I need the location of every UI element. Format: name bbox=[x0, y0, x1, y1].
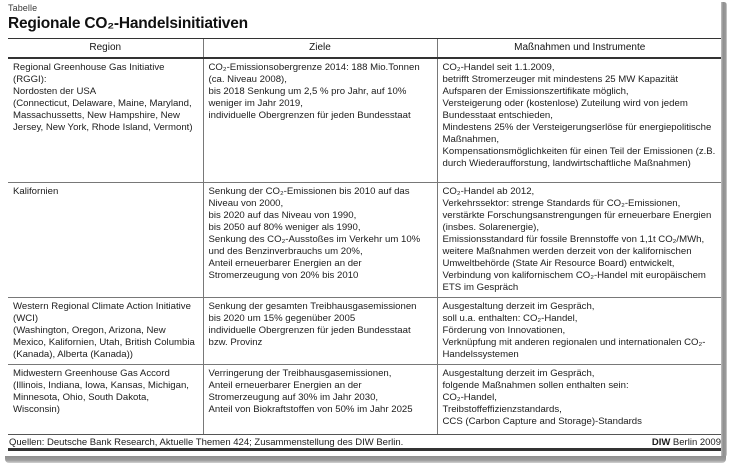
cell-massnahmen: Ausgestaltung derzeit im Gespräch, folgen… bbox=[436, 363, 722, 435]
cell-line: Anteil von Biokraftstoffen von 50% im Ja… bbox=[208, 403, 413, 415]
table-header: Region Ziele Maßnahmen und Instrumente bbox=[8, 38, 722, 59]
page-title: Regionale CO₂-Handelsinitiativen bbox=[8, 15, 248, 32]
cell-line: Western Regional Climate Action Initiati… bbox=[13, 300, 191, 324]
cell-line: Ausgestaltung derzeit im Gespräch, bbox=[442, 300, 595, 312]
cell-line: Midwestern Greenhouse Gas Accord bbox=[13, 367, 170, 379]
cell-line: Senkung der CO₂-Emissionen bis 2010 auf … bbox=[208, 185, 410, 209]
cell-ziele: Verringerung der Treibhausgasemissionen,… bbox=[202, 363, 437, 435]
cell-line: Treibstoffeffizienzstandards, bbox=[442, 403, 562, 415]
cell-region: Western Regional Climate Action Initiati… bbox=[8, 296, 203, 364]
credit-diw: DIW bbox=[651, 437, 671, 448]
table-footer: Quellen: Deutsche Bank Research, Aktuell… bbox=[8, 433, 722, 451]
cell-line: bis 2020 auf das Niveau von 1990, bbox=[208, 209, 357, 221]
credit-year: Berlin 2009 bbox=[670, 437, 721, 448]
cell-line: Versteigerung oder (kostenlose) Zuteilun… bbox=[442, 98, 688, 121]
column-header-ziele: Ziele bbox=[202, 38, 437, 59]
cell-massnahmen: CO₂-Handel seit 1.1.2009, betrifft Strome… bbox=[436, 57, 722, 182]
cell-line: individuelle Obergrenzen für jeden Bunde… bbox=[208, 110, 411, 121]
table-row: Midwestern Greenhouse Gas Accord (Illinoi… bbox=[8, 363, 722, 435]
table-row: Regional Greenhouse Gas Initiative (RGGI… bbox=[8, 57, 722, 182]
cell-ziele: Senkung der CO₂-Emissionen bis 2010 auf … bbox=[202, 181, 437, 297]
cell-massnahmen: CO₂-Handel ab 2012, Verkehrssektor: stren… bbox=[436, 181, 722, 297]
cell-line: (Connecticut, Delaware, Maine, Maryland,… bbox=[13, 98, 193, 133]
table-body: Regional Greenhouse Gas Initiative (RGGI… bbox=[8, 57, 722, 435]
cell-line: weitere Maßnahmen werden derzeit von der… bbox=[442, 245, 692, 269]
cell-line: Kalifornien bbox=[13, 185, 59, 197]
co2-initiatives-table: Region Ziele Maßnahmen und Instrumente R… bbox=[8, 38, 722, 435]
cell-line: Verkehrssektor: strenge Standards für CO… bbox=[442, 197, 681, 209]
cell-line: Verknüpfung mit anderen regionalen und i… bbox=[442, 336, 706, 360]
frame-shadow-bottom bbox=[5, 456, 726, 463]
cell-line: Aufsparen der Emissionszertifikate mögli… bbox=[442, 86, 629, 97]
cell-line: individuelle Obergrenzen für jeden Bunde… bbox=[208, 324, 411, 348]
cell-line: Verringerung der Treibhausgasemissionen, bbox=[208, 367, 392, 379]
table-kicker: Tabelle bbox=[8, 3, 38, 13]
table-row: Kalifornien Senkung der CO₂-Emissionen bi… bbox=[8, 181, 722, 297]
cell-line: Emissionsstandard für fossile Brennstoff… bbox=[442, 233, 705, 245]
cell-region: Regional Greenhouse Gas Initiative (RGGI… bbox=[8, 57, 203, 182]
column-header-massnahmen: Maßnahmen und Instrumente bbox=[436, 38, 722, 59]
cell-line: CO₂-Handel seit 1.1.2009, bbox=[442, 62, 555, 73]
cell-line: Nordosten der USA bbox=[13, 86, 97, 97]
cell-line: soll u.a. enthalten: CO₂-Handel, bbox=[442, 312, 578, 324]
source-note: Quellen: Deutsche Bank Research, Aktuell… bbox=[9, 437, 404, 448]
cell-line: Senkung der gesamten Treibhausgasemissio… bbox=[208, 300, 417, 324]
cell-line: Ausgestaltung derzeit im Gespräch, bbox=[442, 367, 595, 379]
cell-line: Kompensationsmöglichkeiten für einen Tei… bbox=[442, 146, 716, 169]
cell-region: Midwestern Greenhouse Gas Accord (Illinoi… bbox=[8, 363, 203, 435]
cell-line: Anteil erneuerbarer Energien an der Stro… bbox=[208, 379, 379, 403]
cell-ziele: Senkung der gesamten Treibhausgasemissio… bbox=[202, 296, 437, 364]
cell-line: bis 2050 auf 80% weniger als 1990, bbox=[208, 221, 361, 233]
cell-line: Verbindung von kalifornischem CO₂-Handel… bbox=[442, 269, 706, 293]
cell-massnahmen: Ausgestaltung derzeit im Gespräch, soll u… bbox=[436, 296, 722, 364]
cell-line: verstärkte Forschungsanstrengungen für e… bbox=[442, 209, 712, 233]
cell-line: Förderung von Innovationen, bbox=[442, 324, 566, 336]
cell-line: (Illinois, Indiana, Iowa, Kansas, Michig… bbox=[13, 379, 189, 415]
cell-line: Anteil erneuerbarer Energien an der Stro… bbox=[208, 257, 362, 281]
header-row: Region Ziele Maßnahmen und Instrumente bbox=[8, 38, 722, 59]
column-header-region: Region bbox=[8, 38, 203, 59]
cell-line: CO₂-Emissionsobergrenze 2014: 188 Mio.To… bbox=[208, 62, 420, 85]
cell-line: bis 2018 Senkung um 2,5 % pro Jahr, auf … bbox=[208, 86, 407, 109]
cell-line: CCS (Carbon Capture and Storage)-Standar… bbox=[442, 415, 642, 427]
cell-line: Mindestens 25% der Versteigerungserlöse … bbox=[442, 122, 712, 145]
frame-shadow-right bbox=[721, 2, 727, 457]
credit: DIW Berlin 2009 bbox=[652, 437, 721, 448]
cell-line: (Washington, Oregon, Arizona, New Mexico… bbox=[13, 324, 195, 360]
cell-ziele: CO₂-Emissionsobergrenze 2014: 188 Mio.To… bbox=[202, 57, 437, 182]
table-row: Western Regional Climate Action Initiati… bbox=[8, 296, 722, 364]
cell-line: folgende Maßnahmen sollen enthalten sein… bbox=[442, 379, 629, 391]
cell-line: Regional Greenhouse Gas Initiative (RGGI… bbox=[13, 62, 165, 85]
cell-line: CO₂-Handel ab 2012, bbox=[442, 185, 535, 197]
cell-line: Senkung des CO₂-Ausstoßes im Verkehr um … bbox=[208, 233, 421, 257]
cell-line: CO₂-Handel, bbox=[442, 391, 497, 403]
cell-region: Kalifornien bbox=[8, 181, 203, 297]
cell-line: betrifft Stromerzeuger mit mindestens 25… bbox=[442, 74, 679, 85]
